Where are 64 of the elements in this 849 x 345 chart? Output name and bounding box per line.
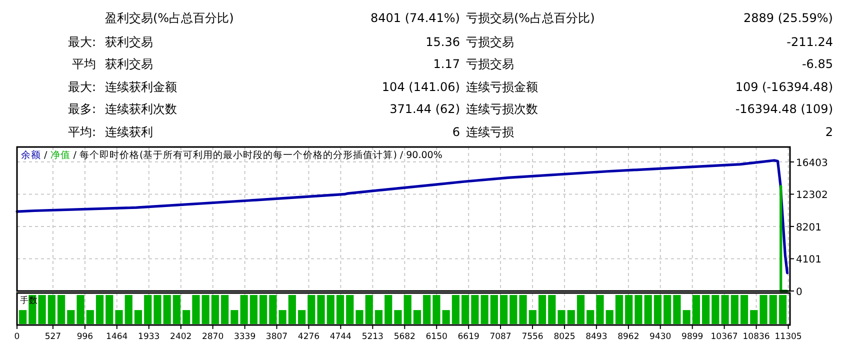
text: 109 (-16394.48) xyxy=(735,80,833,94)
x-tick-label: 7556 xyxy=(522,332,544,342)
y-tick-label: 16403 xyxy=(796,158,828,169)
text: 获利交易 xyxy=(105,57,153,71)
x-tick-label: 3339 xyxy=(234,332,256,342)
x-tick-label: 4744 xyxy=(330,332,352,342)
x-tick-label: 7087 xyxy=(490,332,512,342)
text: 亏损交易(%占总百分比) xyxy=(466,11,595,25)
y-tick-label: 8201 xyxy=(796,222,822,234)
text: 1.17 xyxy=(433,57,460,71)
y-tick-label: 0 xyxy=(796,287,802,298)
x-tick-label: 10367 xyxy=(710,332,738,342)
x-tick-label: 1464 xyxy=(106,332,128,342)
text: 6 xyxy=(452,125,460,139)
x-tick-label: 8493 xyxy=(586,332,608,342)
x-tick-label: 0 xyxy=(14,332,20,342)
x-tick-label: 11305 xyxy=(774,332,802,342)
x-tick-label: 8025 xyxy=(554,332,576,342)
x-tick-label: 996 xyxy=(76,332,94,342)
text: 104 (141.06) xyxy=(382,80,460,94)
text: 净值 xyxy=(50,149,70,161)
text: 连续获利金额 xyxy=(105,80,177,94)
text: 8401 (74.41%) xyxy=(370,11,460,25)
annotation: / xyxy=(41,150,50,161)
text: -211.24 xyxy=(786,35,833,49)
text: -6.85 xyxy=(802,57,833,71)
text: 连续亏损 xyxy=(466,125,514,139)
text: 最多: xyxy=(68,102,96,116)
chart-title: / 每个即时价格(基于所有可利用的最小时段的每一个价格的分形插值计算) / 90.00% xyxy=(70,149,442,161)
text: 平均: xyxy=(68,125,96,139)
text: 2889 (25.59%) xyxy=(744,11,833,25)
text: 连续获利次数 xyxy=(105,102,177,116)
text: 连续亏损金额 xyxy=(466,80,538,94)
x-tick-label: 6150 xyxy=(426,332,448,342)
line-series xyxy=(16,159,789,274)
text: 连续获利 xyxy=(105,125,153,139)
x-tick-label: 6619 xyxy=(458,332,480,342)
text: 最大: xyxy=(68,35,96,49)
x-tick-label: 8962 xyxy=(618,332,640,342)
text: 亏损交易 xyxy=(466,35,514,49)
text: -16394.48 (109) xyxy=(735,102,833,116)
text: 371.44 (62) xyxy=(390,102,460,116)
text: 余额 xyxy=(21,149,41,161)
text: 盈利交易(%占总百分比) xyxy=(105,11,234,25)
y-tick-label: 4101 xyxy=(796,254,822,266)
x-tick-label: 9430 xyxy=(650,332,672,342)
x-tick-label: 9899 xyxy=(682,332,704,342)
text: 亏损交易 xyxy=(466,57,514,71)
text: 15.36 xyxy=(426,35,460,49)
text: 2 xyxy=(825,125,833,139)
text: 平均 xyxy=(72,57,96,71)
text: 连续亏损次数 xyxy=(466,102,538,116)
text: 最大: xyxy=(68,80,96,94)
text: 获利交易 xyxy=(105,35,153,49)
x-tick-label: 5682 xyxy=(394,332,416,342)
x-tick-label: 3807 xyxy=(266,332,288,342)
y-tick-label: 12302 xyxy=(796,190,828,202)
x-tick-label: 2870 xyxy=(202,332,224,342)
x-tick-label: 1933 xyxy=(138,332,160,342)
x-tick-label: 5213 xyxy=(362,332,384,342)
x-tick-label: 2402 xyxy=(170,332,192,342)
x-tick-label: 527 xyxy=(44,332,62,342)
x-tick-label: 10836 xyxy=(742,332,770,342)
x-tick-label: 4276 xyxy=(298,332,320,342)
